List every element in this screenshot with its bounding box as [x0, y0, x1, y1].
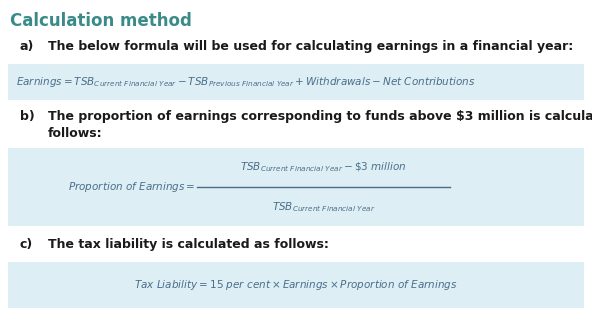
Text: $\mathit{Proportion\ of\ Earnings} = $: $\mathit{Proportion\ of\ Earnings} = $	[67, 180, 195, 194]
Text: b): b)	[20, 110, 35, 123]
Bar	[8, 64, 584, 100]
Text: follows:: follows:	[48, 127, 102, 140]
Text: $\mathit{TSB}_{\mathit{Current\ Financial\ Year}} - \mathit{\$3\ million}$: $\mathit{TSB}_{\mathit{Current\ Financia…	[240, 160, 407, 174]
Bar	[8, 148, 584, 226]
Text: c): c)	[20, 238, 33, 251]
Text: $\mathit{Tax\ Liability} = 15\ \mathit{per\ cent} \times \mathit{Earnings} \time: $\mathit{Tax\ Liability} = 15\ \mathit{p…	[134, 278, 458, 292]
Text: $\mathit{TSB}_{\mathit{Current\ Financial\ Year}}$: $\mathit{TSB}_{\mathit{Current\ Financia…	[272, 200, 375, 214]
Text: The below formula will be used for calculating earnings in a financial year:: The below formula will be used for calcu…	[48, 40, 573, 53]
Text: $\mathit{Earnings} = \mathit{TSB}_{\mathit{Current\ Financial\ Year}} - \mathit{: $\mathit{Earnings} = \mathit{TSB}_{\math…	[16, 75, 475, 89]
Text: a): a)	[20, 40, 34, 53]
Text: The proportion of earnings corresponding to funds above $3 million is calculated: The proportion of earnings corresponding…	[48, 110, 592, 123]
Text: Calculation method: Calculation method	[10, 12, 192, 30]
Text: The tax liability is calculated as follows:: The tax liability is calculated as follo…	[48, 238, 329, 251]
Bar	[8, 262, 584, 308]
